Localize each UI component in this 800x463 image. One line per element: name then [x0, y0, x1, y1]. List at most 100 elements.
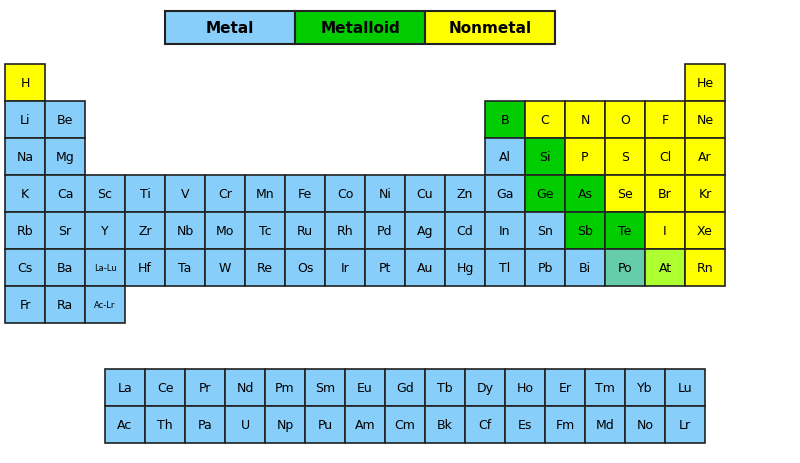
Bar [485, 250, 525, 287]
Text: Be: Be [57, 114, 73, 127]
Bar [465, 369, 505, 406]
Bar [205, 213, 245, 250]
Bar [605, 250, 645, 287]
Bar [325, 250, 365, 287]
Bar [225, 406, 265, 443]
Text: Cf: Cf [478, 418, 492, 431]
Bar [445, 213, 485, 250]
Text: Metal: Metal [206, 21, 254, 36]
Bar [205, 175, 245, 213]
Text: Ga: Ga [496, 188, 514, 200]
Text: Yb: Yb [638, 381, 653, 394]
Bar [685, 175, 725, 213]
Text: Cr: Cr [218, 188, 232, 200]
Text: Dy: Dy [477, 381, 494, 394]
Bar [245, 175, 285, 213]
Bar [525, 139, 565, 175]
Bar [325, 213, 365, 250]
Text: Am: Am [354, 418, 375, 431]
Text: Ir: Ir [341, 262, 350, 275]
Text: Th: Th [157, 418, 173, 431]
Text: Pb: Pb [538, 262, 553, 275]
Bar [5, 287, 45, 323]
Text: I: I [663, 225, 667, 238]
Bar [425, 369, 465, 406]
Bar [365, 175, 405, 213]
Bar [645, 175, 685, 213]
Text: Np: Np [276, 418, 294, 431]
Text: Rh: Rh [337, 225, 354, 238]
Bar [285, 175, 325, 213]
Bar [345, 369, 385, 406]
Text: Zn: Zn [457, 188, 473, 200]
Bar [605, 213, 645, 250]
Bar [145, 406, 185, 443]
Text: Pr: Pr [199, 381, 211, 394]
Text: Rn: Rn [697, 262, 714, 275]
Bar [45, 139, 85, 175]
Text: Nb: Nb [176, 225, 194, 238]
Text: Se: Se [617, 188, 633, 200]
Text: Ho: Ho [517, 381, 534, 394]
Bar [125, 213, 165, 250]
Text: La: La [118, 381, 132, 394]
Text: In: In [499, 225, 510, 238]
Text: Hg: Hg [456, 262, 474, 275]
Bar [5, 175, 45, 213]
Bar [165, 12, 295, 45]
Text: Ar: Ar [698, 150, 712, 163]
Bar [425, 12, 555, 45]
Bar [685, 213, 725, 250]
Text: Re: Re [257, 262, 273, 275]
Text: P: P [582, 150, 589, 163]
Text: Sr: Sr [58, 225, 71, 238]
Bar [105, 369, 145, 406]
Bar [165, 213, 205, 250]
Text: Fm: Fm [555, 418, 574, 431]
Text: Metalloid: Metalloid [320, 21, 400, 36]
Bar [125, 175, 165, 213]
Text: K: K [21, 188, 29, 200]
Bar [645, 102, 685, 139]
Bar [405, 250, 445, 287]
Bar [305, 406, 345, 443]
Text: Ti: Ti [139, 188, 150, 200]
Text: Er: Er [558, 381, 571, 394]
Text: Tl: Tl [499, 262, 510, 275]
Text: Ag: Ag [417, 225, 434, 238]
Bar [85, 175, 125, 213]
Bar [625, 406, 665, 443]
Bar [565, 213, 605, 250]
Bar [465, 406, 505, 443]
Bar [525, 213, 565, 250]
Bar [5, 139, 45, 175]
Text: Rb: Rb [17, 225, 34, 238]
Text: U: U [241, 418, 250, 431]
Bar [285, 250, 325, 287]
Bar [485, 102, 525, 139]
Text: Ce: Ce [157, 381, 174, 394]
Text: Cs: Cs [18, 262, 33, 275]
Bar [685, 65, 725, 102]
Text: B: B [501, 114, 510, 127]
Bar [545, 369, 585, 406]
Text: Sb: Sb [577, 225, 593, 238]
Text: H: H [20, 77, 30, 90]
Bar [645, 139, 685, 175]
Bar [525, 175, 565, 213]
Text: Nonmetal: Nonmetal [449, 21, 531, 36]
Text: V: V [181, 188, 190, 200]
Bar [5, 250, 45, 287]
Text: Mo: Mo [216, 225, 234, 238]
Bar [45, 175, 85, 213]
Text: Sm: Sm [315, 381, 335, 394]
Text: Bk: Bk [437, 418, 453, 431]
Text: Ra: Ra [57, 298, 73, 311]
Bar [145, 369, 185, 406]
Bar [645, 213, 685, 250]
Text: N: N [580, 114, 590, 127]
Bar [445, 175, 485, 213]
Bar [245, 250, 285, 287]
Text: At: At [658, 262, 671, 275]
Text: Zr: Zr [138, 225, 152, 238]
